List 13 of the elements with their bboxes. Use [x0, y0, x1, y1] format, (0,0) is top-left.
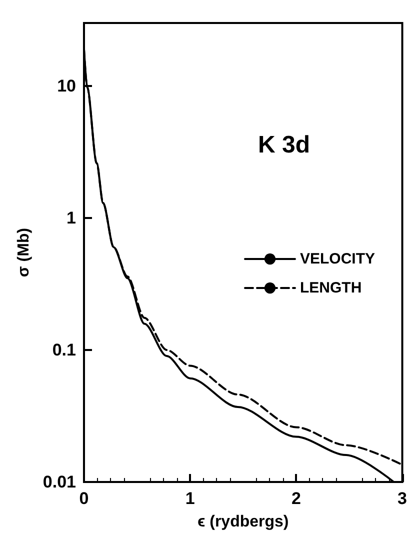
legend-label: VELOCITY [300, 250, 376, 268]
y-axis-title: σ (Mb) [16, 228, 32, 278]
y-tick-label: 10 [57, 76, 76, 96]
y-tick-label: 0.01 [42, 472, 76, 492]
x-axis-title: ϵ (rydbergs) [198, 514, 289, 530]
text: K 3d [258, 132, 310, 158]
x-tick-label: 2 [291, 489, 301, 508]
x-tick-label: 1 [185, 489, 195, 508]
x-tick-label: 3 [398, 489, 408, 508]
x-tick-label: 0 [79, 489, 89, 508]
y-tick-label: 0.1 [52, 340, 76, 360]
legend-label: LENGTH [300, 280, 362, 296]
y-tick-label: 1 [66, 208, 76, 228]
